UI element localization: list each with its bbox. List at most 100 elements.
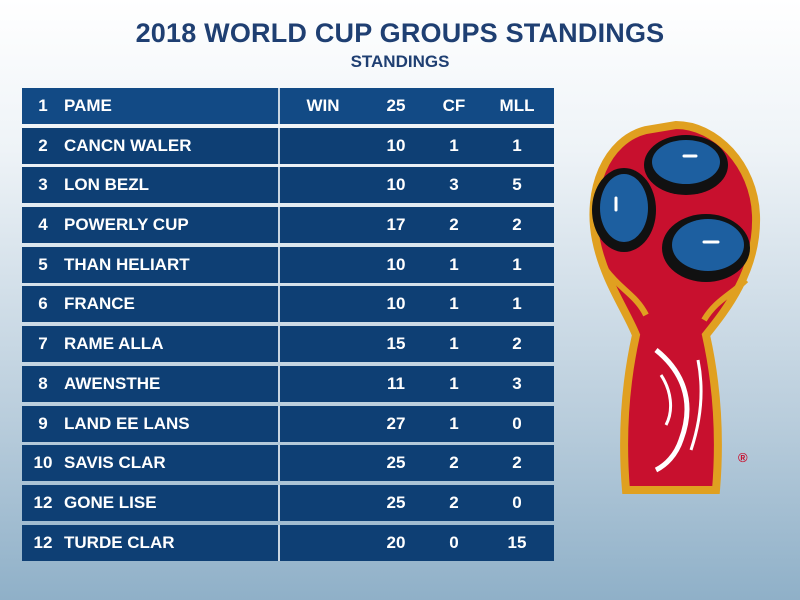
name-cell: 5 THAN HELIART [22,246,280,283]
row-team: GONE LISE [64,492,157,512]
row-win [280,406,366,442]
table-row: 3 LON BEZL 10 3 5 [22,167,554,204]
row-pts: 25 [386,492,406,512]
row-mll: 2 [512,453,522,473]
row-cf: 1 [449,334,459,354]
row-pts: 10 [386,175,406,195]
row-win [280,207,366,243]
registered-mark: ® [738,450,748,465]
row-mll: 2 [512,215,522,235]
table-row: 9 LAND EE LANS 27 1 0 [22,405,554,442]
row-cf: 2 [449,215,459,235]
row-pts: 27 [386,413,406,433]
row-pts: 17 [386,215,406,235]
row-win [280,326,366,362]
name-cell: 3 LON BEZL [22,167,280,204]
row-cf: 1 [449,135,459,155]
row-win [280,247,366,283]
page-subtitle: STANDINGS [350,52,450,71]
row-pos: 8 [38,373,48,393]
row-mll: 1 [512,294,522,314]
row-team: POWERLY CUP [64,215,189,235]
header-pos: 1 [38,96,48,115]
header-pts: 25 [386,96,406,115]
row-cf: 1 [449,413,459,433]
name-cell: 9 LAND EE LANS [22,405,280,442]
table-row: 2 CANCN WALER 10 1 1 [22,127,554,164]
header-cf: CF [442,96,466,115]
row-pos: 10 [33,453,53,473]
row-mll: 2 [512,334,522,354]
row-cf: 1 [449,294,459,314]
row-mll: 5 [512,175,522,195]
row-team: SAVIS CLAR [64,453,166,473]
header-team: PAME [64,96,112,115]
row-win [280,445,366,481]
table-row: 12 GONE LISE 25 2 0 [22,484,554,521]
row-team: LAND EE LANS [64,413,190,433]
table-header-row: 1 PAME WIN 25 CF MLL [22,88,554,124]
name-cell: 4 POWERLY CUP [22,207,280,244]
table-row: 7 RAME ALLA 15 1 2 [22,326,554,363]
row-mll: 3 [512,373,522,393]
header-mll: MLL [499,96,535,115]
row-win [280,128,366,164]
row-win [280,525,366,561]
row-cf: 2 [449,453,459,473]
row-team: TURDE CLAR [64,532,175,552]
table-row: 8 AWENSTHE 11 1 3 [22,365,554,402]
name-cell: 12 GONE LISE [22,484,280,521]
standings-table: 1 PAME WIN 25 CF MLL 2 CANCN WALER 10 1 … [22,88,554,564]
table-row: 4 POWERLY CUP 17 2 2 [22,207,554,244]
row-pos: 12 [33,532,53,552]
row-win [280,167,366,203]
row-mll: 1 [512,135,522,155]
header-name-cell: 1 PAME [22,88,280,124]
row-pts: 10 [386,254,406,274]
row-pos: 7 [38,334,48,354]
row-win [280,485,366,521]
name-cell: 10 SAVIS CLAR [22,445,280,482]
row-pts: 11 [387,373,405,393]
row-team: CANCN WALER [64,135,192,155]
row-pos: 3 [38,175,48,195]
name-cell: 8 AWENSTHE [22,365,280,402]
row-win [280,286,366,322]
row-pts: 10 [386,294,406,314]
name-cell: 7 RAME ALLA [22,326,280,363]
row-pts: 25 [386,453,406,473]
world-cup-trophy-icon [589,120,761,494]
row-pos: 2 [38,135,48,155]
row-pos: 6 [38,294,48,314]
row-pts: 15 [386,334,406,354]
row-cf: 2 [449,492,459,512]
row-pts: 10 [386,135,406,155]
name-cell: 2 CANCN WALER [22,127,280,164]
row-mll: 0 [512,413,522,433]
row-pos: 12 [33,492,53,512]
row-team: LON BEZL [64,175,149,195]
row-cf: 0 [449,532,459,552]
table-row: 6 FRANCE 10 1 1 [22,286,554,323]
row-pts: 20 [386,532,406,552]
name-cell: 12 TURDE CLAR [22,524,280,561]
row-mll: 0 [512,492,522,512]
row-cf: 1 [449,373,459,393]
row-cf: 3 [449,175,459,195]
row-pos: 9 [38,413,48,433]
table-row: 10 SAVIS CLAR 25 2 2 [22,445,554,482]
row-team: FRANCE [64,294,135,314]
row-pos: 4 [38,215,48,235]
row-team: THAN HELIART [64,254,190,274]
table-row: 5 THAN HELIART 10 1 1 [22,246,554,283]
table-row: 12 TURDE CLAR 20 0 15 [22,524,554,561]
row-pos: 5 [38,254,48,274]
row-mll: 1 [512,254,522,274]
row-win [280,366,366,402]
row-team: RAME ALLA [64,334,164,354]
row-team: AWENSTHE [64,373,161,393]
row-cf: 1 [449,254,459,274]
name-cell: 6 FRANCE [22,286,280,323]
page-title: 2018 WORLD CUP GROUPS STANDINGS [135,18,665,48]
row-mll: 15 [507,532,527,552]
